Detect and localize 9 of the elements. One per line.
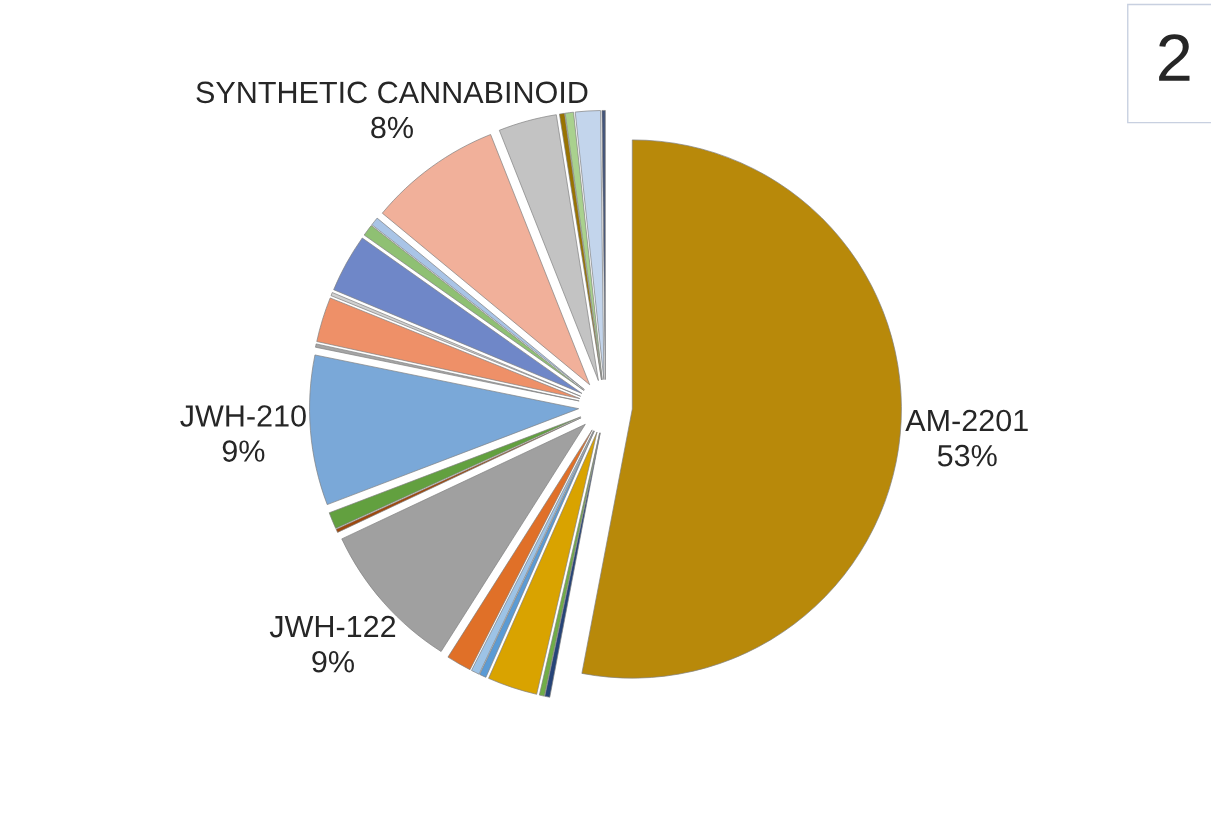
data-label: 53% bbox=[937, 444, 997, 467]
data-label: 9% bbox=[222, 440, 265, 462]
slice-label: AM-2201 bbox=[905, 409, 1028, 432]
data-label: 8% bbox=[371, 116, 413, 139]
slice-label: JWH-210 bbox=[180, 405, 306, 427]
slice-label: SYNTHETIC CANNABINOID bbox=[196, 81, 588, 104]
text: 2 bbox=[1159, 34, 1190, 81]
slice-label: JWH-122 bbox=[269, 615, 396, 638]
data-label: 9% bbox=[312, 650, 354, 673]
